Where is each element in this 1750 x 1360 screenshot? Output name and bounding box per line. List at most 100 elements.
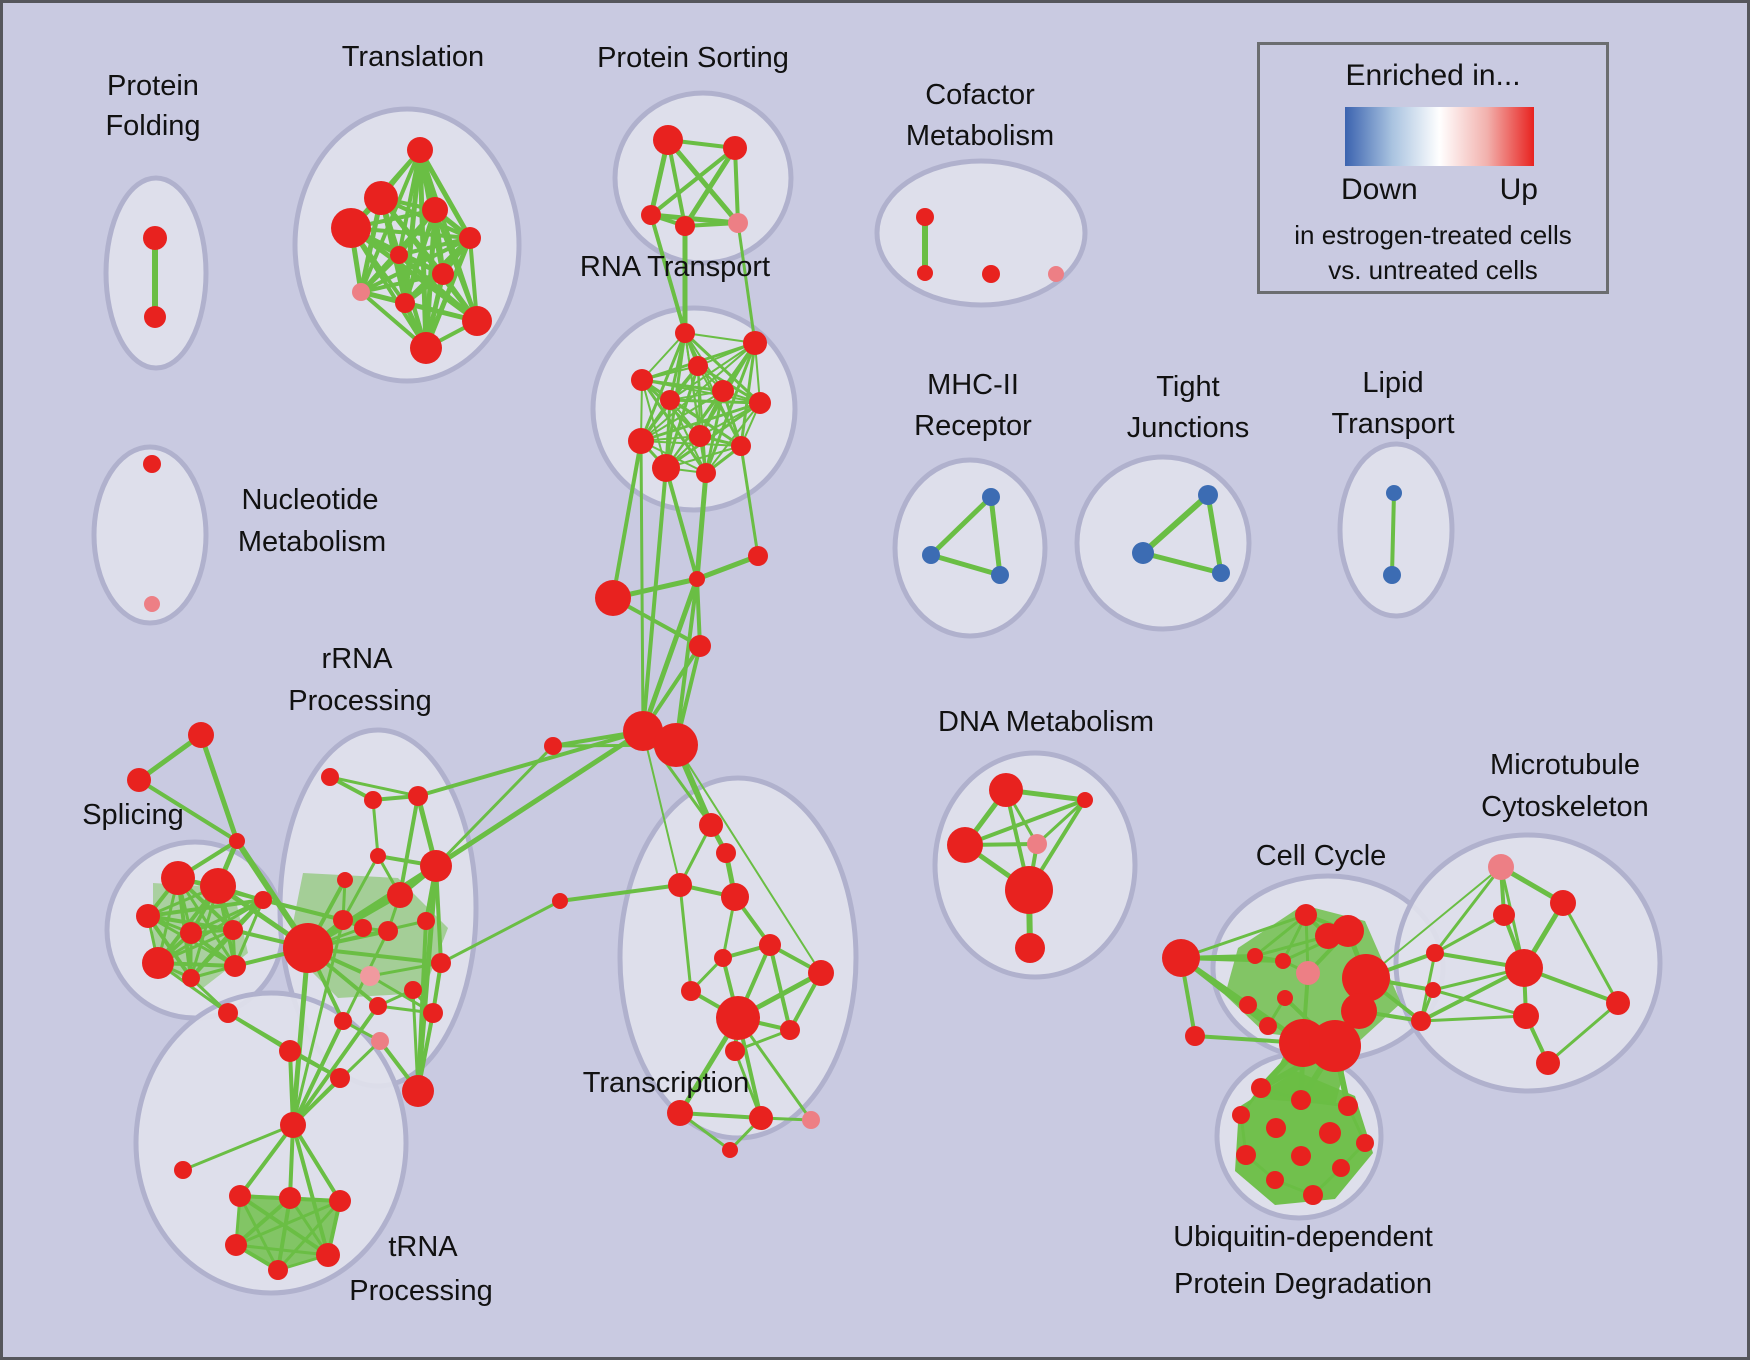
trna-node-0[interactable] <box>218 1003 238 1023</box>
protein_folding-node-1[interactable] <box>144 306 166 328</box>
protein_sorting-node-4[interactable] <box>728 213 748 233</box>
cell_cycle-node-16[interactable] <box>1309 1020 1361 1072</box>
splicing-node-11[interactable] <box>229 833 245 849</box>
trna-node-7[interactable] <box>268 1260 288 1280</box>
splicing-node-3[interactable] <box>180 922 202 944</box>
splicing-node-2[interactable] <box>136 904 160 928</box>
ubiquitin-node-1[interactable] <box>1291 1090 1311 1110</box>
rna_transport-node-5[interactable] <box>712 380 734 402</box>
rrna-node-12[interactable] <box>360 966 380 986</box>
mhc-node-2[interactable] <box>991 566 1009 584</box>
trna-node-5[interactable] <box>225 1234 247 1256</box>
translation-node-2[interactable] <box>422 197 448 223</box>
transcription-node-6[interactable] <box>714 949 732 967</box>
mhc-node-1[interactable] <box>922 546 940 564</box>
rna_transport-node-9[interactable] <box>731 436 751 456</box>
splicing-node-5[interactable] <box>142 947 174 979</box>
rrna-node-22[interactable] <box>280 1112 306 1138</box>
transcription-node-13[interactable] <box>749 1106 773 1130</box>
rrna-node-0[interactable] <box>321 768 339 786</box>
lipid-node-0[interactable] <box>1386 485 1402 501</box>
splicing-node-9[interactable] <box>188 722 214 748</box>
cell_cycle-node-9[interactable] <box>1341 993 1377 1029</box>
rrna-node-6[interactable] <box>354 919 372 937</box>
microtubule-node-6[interactable] <box>1536 1051 1560 1075</box>
cell_cycle-node-8[interactable] <box>1342 954 1390 1002</box>
ubiquitin-node-7[interactable] <box>1236 1145 1256 1165</box>
rrna-node-11[interactable] <box>283 923 333 973</box>
rrna-node-2[interactable] <box>408 786 428 806</box>
cofactor-node-3[interactable] <box>1048 266 1064 282</box>
cell_cycle-node-4[interactable] <box>1295 904 1317 926</box>
chain-node-1[interactable] <box>689 571 705 587</box>
splicing-node-7[interactable] <box>224 955 246 977</box>
transcription-node-4[interactable] <box>552 893 568 909</box>
transcription-node-0[interactable] <box>699 813 723 837</box>
transcription-node-10[interactable] <box>780 1020 800 1040</box>
rna_transport-node-8[interactable] <box>628 428 654 454</box>
dna-node-4[interactable] <box>1005 866 1053 914</box>
tight_junctions-node-2[interactable] <box>1212 564 1230 582</box>
rna_transport-node-1[interactable] <box>743 331 767 355</box>
cell_cycle-node-0[interactable] <box>1162 939 1200 977</box>
translation-node-3[interactable] <box>331 208 371 248</box>
chain-node-4[interactable] <box>623 711 663 751</box>
ubiquitin-node-11[interactable] <box>1303 1185 1323 1205</box>
transcription-node-12[interactable] <box>667 1100 693 1126</box>
rna_transport-node-6[interactable] <box>749 392 771 414</box>
ubiquitin-node-6[interactable] <box>1356 1134 1374 1152</box>
cofactor-node-0[interactable] <box>916 208 934 226</box>
splicing-node-1[interactable] <box>200 868 236 904</box>
cell_cycle-node-7[interactable] <box>1332 915 1364 947</box>
rna_transport-node-0[interactable] <box>675 323 695 343</box>
chain-node-0[interactable] <box>595 580 631 616</box>
tight_junctions-node-0[interactable] <box>1198 485 1218 505</box>
transcription-node-11[interactable] <box>725 1041 745 1061</box>
ubiquitin-node-10[interactable] <box>1266 1171 1284 1189</box>
protein_folding-node-0[interactable] <box>143 226 167 250</box>
trna-node-3[interactable] <box>279 1187 301 1209</box>
translation-node-0[interactable] <box>407 137 433 163</box>
dna-node-5[interactable] <box>1015 933 1045 963</box>
cell_cycle-node-17[interactable] <box>1425 982 1441 998</box>
translation-node-1[interactable] <box>364 181 398 215</box>
rrna-node-4[interactable] <box>337 872 353 888</box>
nucleotide-node-0[interactable] <box>143 455 161 473</box>
rrna-node-7[interactable] <box>378 921 398 941</box>
protein_sorting-node-2[interactable] <box>641 205 661 225</box>
cofactor-node-1[interactable] <box>917 265 933 281</box>
mhc-node-0[interactable] <box>982 488 1000 506</box>
chain-node-2[interactable] <box>748 546 768 566</box>
rrna-node-14[interactable] <box>369 997 387 1015</box>
rrna-node-16[interactable] <box>423 1003 443 1023</box>
rna_transport-node-11[interactable] <box>696 463 716 483</box>
ubiquitin-node-0[interactable] <box>1251 1078 1271 1098</box>
protein_sorting-node-3[interactable] <box>675 216 695 236</box>
ubiquitin-node-3[interactable] <box>1232 1106 1250 1124</box>
microtubule-node-3[interactable] <box>1505 949 1543 987</box>
rrna-node-15[interactable] <box>404 981 422 999</box>
transcription-node-7[interactable] <box>808 960 834 986</box>
cell_cycle-node-10[interactable] <box>1239 996 1257 1014</box>
rrna-node-1[interactable] <box>364 791 382 809</box>
rrna-node-3[interactable] <box>370 848 386 864</box>
dna-node-1[interactable] <box>1077 792 1093 808</box>
translation-node-8[interactable] <box>395 293 415 313</box>
cell_cycle-node-3[interactable] <box>1275 953 1291 969</box>
rna_transport-node-4[interactable] <box>660 390 680 410</box>
protein_sorting-node-0[interactable] <box>653 125 683 155</box>
translation-node-10[interactable] <box>410 332 442 364</box>
transcription-node-8[interactable] <box>681 981 701 1001</box>
translation-node-4[interactable] <box>459 227 481 249</box>
splicing-node-8[interactable] <box>254 891 272 909</box>
trna-node-4[interactable] <box>329 1190 351 1212</box>
ubiquitin-node-2[interactable] <box>1338 1096 1358 1116</box>
microtubule-node-1[interactable] <box>1550 890 1576 916</box>
chain-node-6[interactable] <box>544 737 562 755</box>
ubiquitin-node-9[interactable] <box>1332 1159 1350 1177</box>
rrna-node-20[interactable] <box>279 1040 301 1062</box>
rrna-node-13[interactable] <box>431 953 451 973</box>
cell_cycle-node-5[interactable] <box>1296 961 1320 985</box>
rrna-node-9[interactable] <box>417 912 435 930</box>
rrna-node-8[interactable] <box>387 882 413 908</box>
